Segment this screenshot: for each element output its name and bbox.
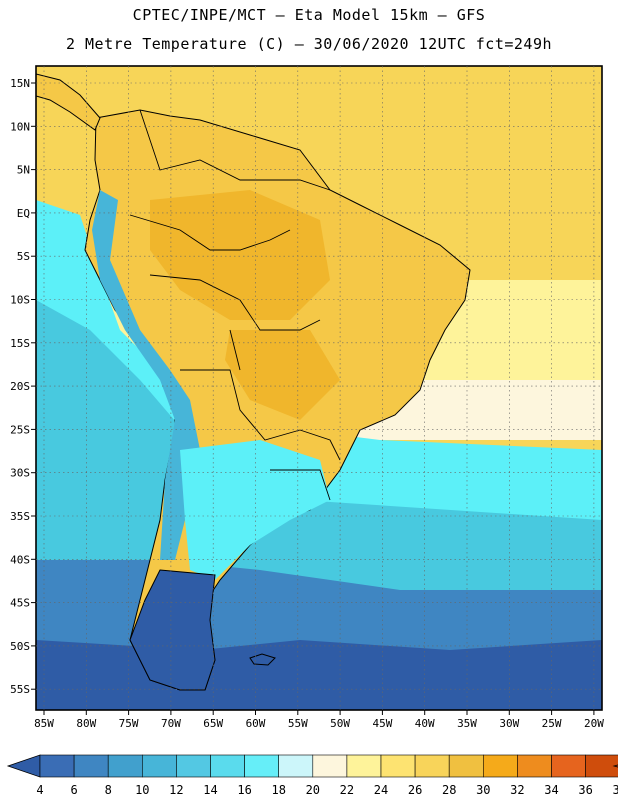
lon-label: 50W [330, 717, 350, 730]
lat-label: 55S [10, 683, 30, 696]
colorbar-label: 14 [203, 783, 217, 797]
colorbar-label: 20 [306, 783, 320, 797]
colorbar-label: 18 [271, 783, 285, 797]
colorbar-label: 30 [476, 783, 490, 797]
lat-label: 10N [10, 120, 30, 133]
lat-label: 25S [10, 423, 30, 436]
map-frame [35, 65, 603, 711]
lat-label: 5S [17, 250, 30, 263]
lat-label: 10S [10, 294, 30, 307]
lat-label: 15N [10, 77, 30, 90]
lon-label: 45W [372, 717, 392, 730]
central-america [36, 73, 101, 131]
colorbar-segment [39, 754, 75, 778]
colorbar-segment [142, 754, 177, 778]
colorbar-segment [278, 754, 314, 778]
colorbar-segment [414, 754, 450, 778]
colorbar-label: 10 [135, 783, 149, 797]
colorbar-segment [73, 754, 109, 778]
colorbar-segment [176, 754, 211, 778]
southern-cone-cool [180, 440, 330, 580]
andes-cold-strip [92, 190, 200, 560]
lon-label: 85W [34, 717, 54, 730]
colorbar-label: 26 [408, 783, 422, 797]
colorbar-segment [517, 754, 552, 778]
lat-label: 15S [10, 337, 30, 350]
colorbar-label: 4 [36, 783, 43, 797]
lat-label: 5N [17, 164, 30, 177]
map-title-line2: 2 Metre Temperature (C) – 30/06/2020 12U… [65, 35, 553, 53]
colorbar-segment [448, 754, 484, 778]
colorbar-segment [312, 754, 348, 778]
lon-label: 30W [499, 717, 519, 730]
colorbar-label: 24 [374, 783, 388, 797]
graticule [36, 66, 602, 710]
lon-label: 80W [76, 717, 96, 730]
lon-label: 55W [288, 717, 308, 730]
central-hot-region [225, 330, 340, 420]
colorbar-label: 22 [340, 783, 354, 797]
latitude-axis: 15N 10N 5N EQ 5S 10S 15S 20S 25S 30S 35S 40S 45S 50S 5… [10, 77, 36, 696]
colorbar-segment [244, 754, 280, 778]
colorbar-label: 8 [105, 783, 112, 797]
country-borders [129, 109, 341, 501]
colorbar-segment [551, 754, 586, 778]
lat-label: 45S [10, 597, 30, 610]
lat-label: EQ [17, 207, 30, 220]
colorbar-segment [107, 754, 143, 778]
colorbar-segment [210, 754, 245, 778]
colorbar-label: 34 [544, 783, 558, 797]
colorbar-over-arrow [612, 764, 618, 768]
patagonia-cold [129, 569, 216, 691]
lon-label: 25W [542, 717, 562, 730]
lat-label: 35S [10, 510, 30, 523]
amazon-hot-region [150, 190, 330, 320]
map-title-line1: CPTEC/INPE/MCT – Eta Model 15km – GFS [132, 6, 486, 24]
colorbar-segment [482, 754, 518, 778]
map-field [36, 66, 602, 710]
ocean-deep-band [36, 640, 602, 710]
colorbar-label: 28 [442, 783, 456, 797]
longitude-axis: 85W 80W 75W 70W 65W 60W 55W 50W 45W 40W 35W 30W 25W 2… [34, 710, 604, 730]
lat-label: 30S [10, 467, 30, 480]
lat-label: 50S [10, 640, 30, 653]
lon-label: 75W [119, 717, 139, 730]
lon-label: 20W [584, 717, 604, 730]
colorbar-label: 38 [612, 783, 618, 797]
colorbar-under-arrow [6, 754, 41, 778]
colorbar-segment [380, 754, 416, 778]
falkland-islands [249, 653, 276, 666]
colorbar-label: 6 [70, 783, 77, 797]
lon-label: 40W [415, 717, 435, 730]
lat-label: 40S [10, 553, 30, 566]
colorbar-label: 36 [578, 783, 592, 797]
colorbar-label: 16 [237, 783, 251, 797]
colorbar-label: 32 [510, 783, 524, 797]
colorbar-label: 12 [169, 783, 183, 797]
lon-label: 70W [161, 717, 181, 730]
colorbar: 4 6 8 10 12 14 16 18 20 22 24 26 28 30 32 34 36 38 [6, 754, 618, 797]
lat-label: 20S [10, 380, 30, 393]
lon-label: 35W [457, 717, 477, 730]
lon-label: 65W [203, 717, 223, 730]
lon-label: 60W [246, 717, 266, 730]
colorbar-segment [346, 754, 382, 778]
colorbar-segment [585, 754, 618, 778]
